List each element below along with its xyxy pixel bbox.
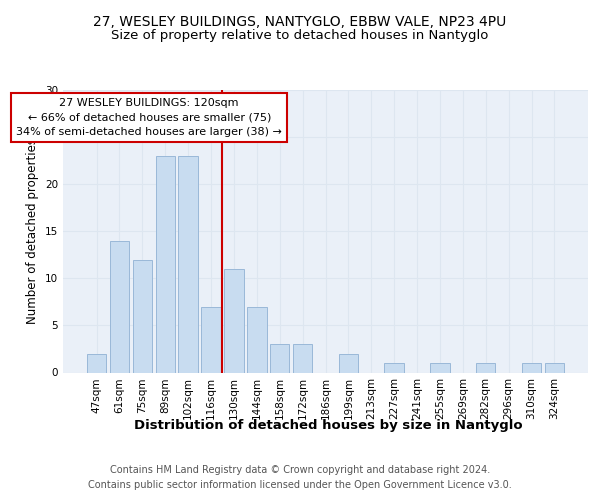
Bar <box>293 344 313 372</box>
Text: Contains HM Land Registry data © Crown copyright and database right 2024.: Contains HM Land Registry data © Crown c… <box>110 465 490 475</box>
Bar <box>133 260 152 372</box>
Bar <box>87 354 106 372</box>
Bar <box>476 363 496 372</box>
Bar <box>247 306 266 372</box>
Bar <box>545 363 564 372</box>
Text: 27, WESLEY BUILDINGS, NANTYGLO, EBBW VALE, NP23 4PU: 27, WESLEY BUILDINGS, NANTYGLO, EBBW VAL… <box>94 15 506 29</box>
Text: Contains public sector information licensed under the Open Government Licence v3: Contains public sector information licen… <box>88 480 512 490</box>
Bar <box>155 156 175 372</box>
Bar <box>110 240 129 372</box>
Bar <box>202 306 221 372</box>
Bar <box>385 363 404 372</box>
Text: Distribution of detached houses by size in Nantyglo: Distribution of detached houses by size … <box>134 420 523 432</box>
Y-axis label: Number of detached properties: Number of detached properties <box>26 138 40 324</box>
Text: Size of property relative to detached houses in Nantyglo: Size of property relative to detached ho… <box>112 28 488 42</box>
Text: 27 WESLEY BUILDINGS: 120sqm
← 66% of detached houses are smaller (75)
34% of sem: 27 WESLEY BUILDINGS: 120sqm ← 66% of det… <box>16 98 282 137</box>
Bar <box>338 354 358 372</box>
Bar <box>522 363 541 372</box>
Bar <box>224 269 244 372</box>
Bar <box>430 363 449 372</box>
Bar <box>178 156 198 372</box>
Bar <box>270 344 289 372</box>
